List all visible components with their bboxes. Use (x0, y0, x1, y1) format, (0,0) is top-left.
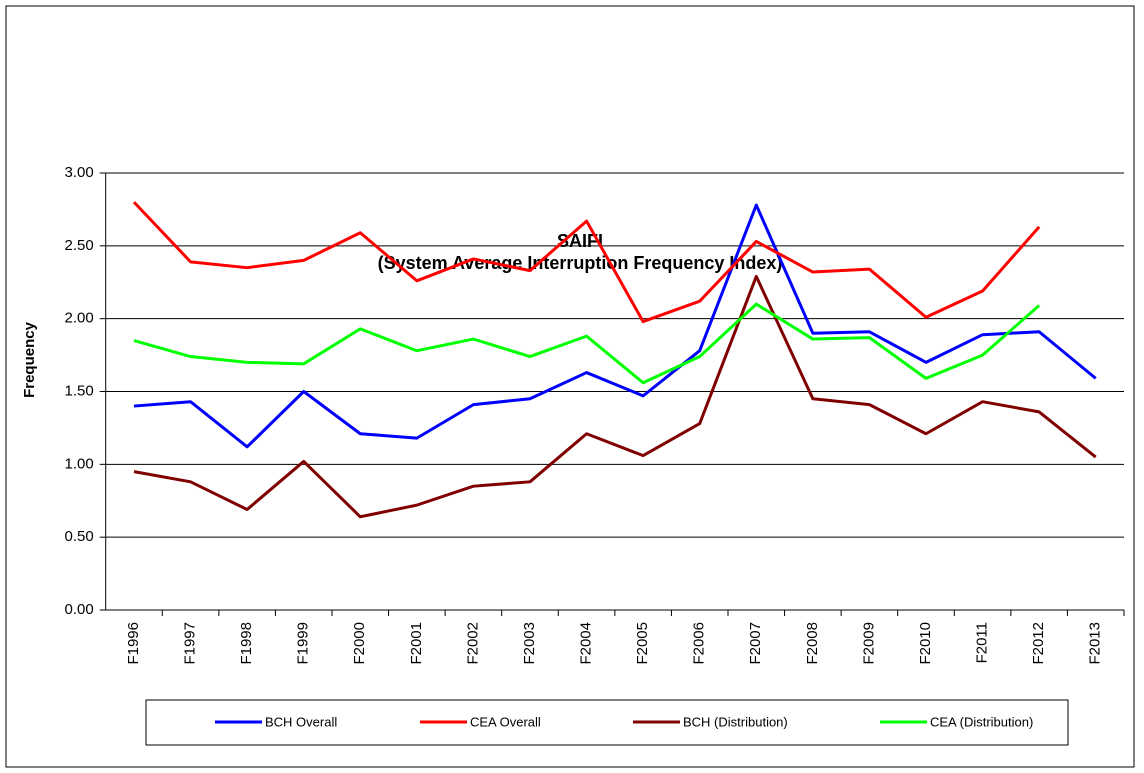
chart-subtitle: (System Average Interruption Frequency I… (378, 253, 783, 273)
x-tick-label: F2011 (974, 622, 991, 663)
x-tick-label: F1999 (295, 622, 312, 665)
x-tick-label: F1996 (125, 622, 142, 665)
chart-frame (5, 5, 1135, 768)
y-tick-label: 2.50 (64, 237, 93, 254)
x-tick-label: F2012 (1030, 622, 1047, 665)
x-tick-label: F1998 (238, 622, 255, 665)
x-tick-label: F2010 (917, 622, 934, 665)
x-tick-label: F2007 (747, 622, 764, 665)
x-tick-label: F2001 (408, 622, 425, 665)
series-line (133, 274, 1097, 519)
x-tick-label: F2000 (351, 622, 368, 665)
series-line (133, 302, 1041, 385)
y-tick-label: 3.00 (64, 164, 93, 181)
x-tick-label: F2006 (691, 622, 708, 665)
y-axis-label: Frequency (21, 321, 38, 398)
x-tick-label: F2005 (634, 622, 651, 665)
x-tick-label: F1997 (182, 622, 199, 665)
x-tick-label: F2009 (860, 622, 877, 665)
legend-label: BCH Overall (265, 714, 337, 729)
legend-label: CEA Overall (470, 714, 541, 729)
x-tick-label: F2004 (578, 622, 595, 665)
y-tick-label: 2.00 (64, 310, 93, 327)
x-tick-label: F2003 (521, 622, 538, 665)
series-line (132, 201, 1041, 324)
series-line (133, 203, 1097, 449)
y-tick-label: 1.00 (64, 455, 93, 472)
y-tick-label: 1.50 (64, 382, 93, 399)
x-tick-label: F2008 (804, 622, 821, 665)
legend-label: BCH (Distribution) (683, 714, 788, 729)
x-tick-label: F2002 (464, 622, 481, 665)
legend-label: CEA (Distribution) (930, 714, 1033, 729)
y-tick-label: 0.00 (64, 601, 93, 618)
y-tick-label: 0.50 (64, 528, 93, 545)
x-tick-label: F2013 (1087, 622, 1104, 665)
